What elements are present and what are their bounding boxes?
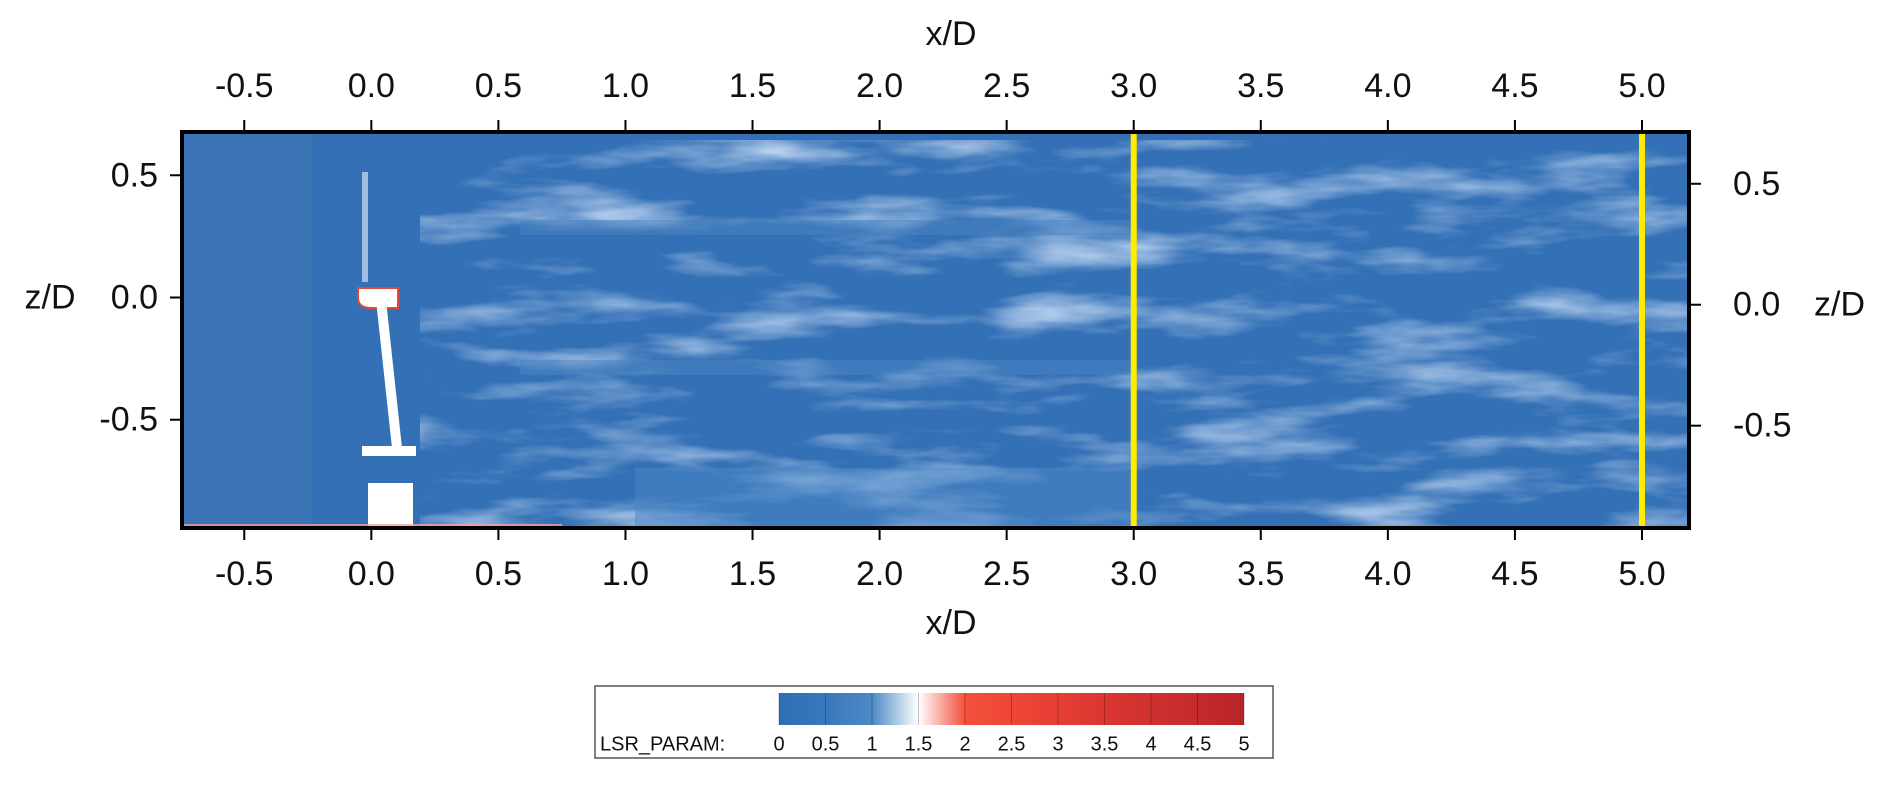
x-tick-label: 3.5 xyxy=(1237,555,1284,593)
x2-tick-label: 1.5 xyxy=(729,67,776,105)
x-tick-label: -0.5 xyxy=(215,555,274,593)
wake-band xyxy=(520,220,1130,235)
rotor-trace xyxy=(362,172,368,282)
colorbar-tick-label: 0.5 xyxy=(812,733,840,755)
colorbar-tick-label: 5 xyxy=(1238,733,1249,755)
colorbar-label: LSR_PARAM: xyxy=(600,733,725,755)
y2-tick-label: 0.0 xyxy=(1733,286,1780,324)
colorbar-tick-label: 1 xyxy=(866,733,877,755)
y2-tick-label: -0.5 xyxy=(1733,407,1792,445)
x-tick-label: 4.5 xyxy=(1491,555,1538,593)
x-tick-label: 2.0 xyxy=(856,555,903,593)
foundation xyxy=(368,483,413,528)
x-tick-label: 5.0 xyxy=(1618,555,1665,593)
plot-frame xyxy=(180,130,1691,530)
x-tick-label: 2.5 xyxy=(983,555,1030,593)
field xyxy=(182,132,1689,528)
tower-base xyxy=(362,446,416,456)
x2-tick-label: 2.0 xyxy=(856,67,903,105)
x2-tick-label: 5.0 xyxy=(1618,67,1665,105)
x2-tick-label: 4.0 xyxy=(1364,67,1411,105)
wake-band xyxy=(635,468,1130,528)
inflow-region xyxy=(182,132,312,528)
x2-tick-label: 0.0 xyxy=(348,67,395,105)
x2-tick-label: 3.5 xyxy=(1237,67,1284,105)
colorbar-tick-label: 2.5 xyxy=(998,733,1026,755)
x2-axis-label: x/D xyxy=(926,15,977,53)
colorbar-tick-label: 3.5 xyxy=(1091,733,1119,755)
colorbar xyxy=(779,693,1244,725)
x-tick-label: 0.5 xyxy=(475,555,522,593)
colorbar-tick-label: 2 xyxy=(959,733,970,755)
tower xyxy=(376,300,402,448)
wake-band xyxy=(520,360,1130,375)
x-tick-label: 4.0 xyxy=(1364,555,1411,593)
x2-tick-label: -0.5 xyxy=(215,67,274,105)
y-tick-label: -0.5 xyxy=(99,401,158,439)
y-tick-label: 0.0 xyxy=(111,278,158,316)
colorbar-tick-label: 3 xyxy=(1052,733,1063,755)
x2-tick-label: 3.0 xyxy=(1110,67,1157,105)
y2-axis-label: z/D xyxy=(1814,286,1865,324)
colorbar-tick-label: 4.5 xyxy=(1184,733,1212,755)
x2-tick-label: 4.5 xyxy=(1491,67,1538,105)
x-tick-label: 0.0 xyxy=(348,555,395,593)
overlay xyxy=(1130,132,1645,528)
x-tick-label: 3.0 xyxy=(1110,555,1157,593)
x2-tick-label: 1.0 xyxy=(602,67,649,105)
x2-tick-label: 0.5 xyxy=(475,67,522,105)
x2-tick-label: 2.5 xyxy=(983,67,1030,105)
colorbar-tick-label: 4 xyxy=(1145,733,1156,755)
nacelle xyxy=(357,287,399,309)
colorbar-tick-label: 0 xyxy=(773,733,784,755)
y-tick-label: 0.5 xyxy=(111,156,158,194)
y-axis-label: z/D xyxy=(25,278,76,316)
colorbar-tick-label: 1.5 xyxy=(905,733,933,755)
y2-tick-label: 0.5 xyxy=(1733,165,1780,203)
x-axis-label: x/D xyxy=(926,604,977,642)
x-tick-label: 1.0 xyxy=(602,555,649,593)
x-tick-label: 1.5 xyxy=(729,555,776,593)
wake-texture xyxy=(420,140,1689,528)
